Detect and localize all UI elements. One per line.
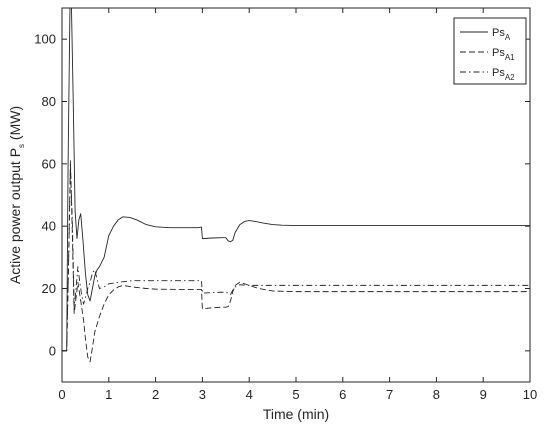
- x-tick-label: 6: [339, 387, 346, 402]
- y-tick-label: 0: [49, 343, 56, 358]
- x-tick-label: 7: [386, 387, 393, 402]
- y-axis-title: Active power output Ps (MW): [7, 106, 26, 284]
- series-layer: [62, 8, 530, 363]
- legend: PsA PsA1 PsA2: [453, 17, 527, 85]
- y-axis-title-unit: (MW): [7, 106, 23, 144]
- x-tick-label: 10: [523, 387, 537, 402]
- plot-frame: [61, 7, 531, 383]
- legend-box: [453, 17, 527, 85]
- x-tick-label: 5: [292, 387, 299, 402]
- x-tick-label: 1: [105, 387, 112, 402]
- y-axis-title-sub: s: [17, 144, 26, 148]
- series-line-PsA1: [62, 160, 530, 363]
- y-tick-label: 60: [42, 156, 56, 171]
- legend-label-PsA1: PsA1: [492, 47, 515, 62]
- x-tick-label: 3: [199, 387, 206, 402]
- y-tick-label: 100: [34, 32, 56, 47]
- x-tick-label: 8: [433, 387, 440, 402]
- x-tick-label: 2: [152, 387, 159, 402]
- x-axis-title: Time (min): [263, 406, 329, 422]
- legend-label-PsA: PsA: [492, 27, 511, 42]
- y-tick-label: 80: [42, 94, 56, 109]
- series-line-PsA2: [62, 166, 530, 352]
- x-tick-label: 0: [58, 387, 65, 402]
- legend-label-PsA2: PsA2: [492, 67, 515, 82]
- y-tick-label: 40: [42, 219, 56, 234]
- x-tick-label: 4: [246, 387, 253, 402]
- y-tick-label: 20: [42, 281, 56, 296]
- plot-area: [61, 7, 531, 383]
- y-axis-title-main: Active power output P: [7, 148, 23, 284]
- x-tick-label: 9: [480, 387, 487, 402]
- series-line-PsA: [62, 8, 530, 352]
